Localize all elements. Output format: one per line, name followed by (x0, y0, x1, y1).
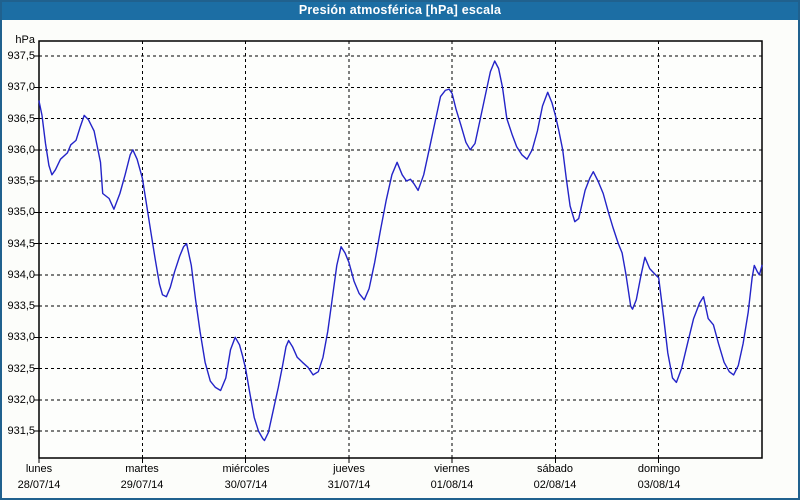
y-tick-label: 934,5 (7, 238, 35, 250)
y-tick-label: 933,0 (7, 331, 35, 343)
x-day-label: martes (125, 463, 159, 475)
x-date-label: 28/07/14 (17, 479, 61, 491)
plot-area-background (39, 41, 762, 458)
y-tick-label: 937,0 (7, 81, 35, 93)
y-tick-label: 935,0 (7, 206, 35, 218)
pressure-line-series (38, 60, 763, 442)
chart-title: Presión atmosférica [hPa] escala (298, 3, 502, 17)
plot-border (38, 40, 763, 459)
title-bar: Presión atmosférica [hPa] escala (0, 0, 800, 20)
y-tick-label: 936,5 (7, 113, 35, 125)
y-tick-label: 932,5 (7, 363, 35, 375)
y-tick-label: 935,5 (7, 175, 35, 187)
y-tick-label: 937,5 (7, 50, 35, 62)
y-tick-label: 933,5 (7, 300, 35, 312)
x-day-label: viernes (434, 463, 470, 475)
y-tick-label: 934,0 (7, 269, 35, 281)
x-day-label: sábado (536, 463, 574, 475)
y-tick-label: 936,0 (7, 144, 35, 156)
x-day-label: lunes (25, 463, 53, 475)
x-date-label: 31/07/14 (327, 479, 371, 491)
x-date-label: 02/08/14 (533, 479, 577, 491)
x-date-label: 03/08/14 (637, 479, 681, 491)
x-day-label: domingo (637, 463, 681, 475)
x-date-label: 29/07/14 (120, 479, 164, 491)
x-day-label: jueves (333, 463, 365, 475)
x-date-label: 01/08/14 (430, 479, 474, 491)
x-day-label: miércoles (222, 463, 270, 475)
y-tick-label: 932,0 (7, 394, 35, 406)
y-axis-unit-label: hPa (15, 34, 35, 46)
x-date-label: 30/07/14 (224, 479, 268, 491)
y-tick-label: 931,5 (7, 425, 35, 437)
